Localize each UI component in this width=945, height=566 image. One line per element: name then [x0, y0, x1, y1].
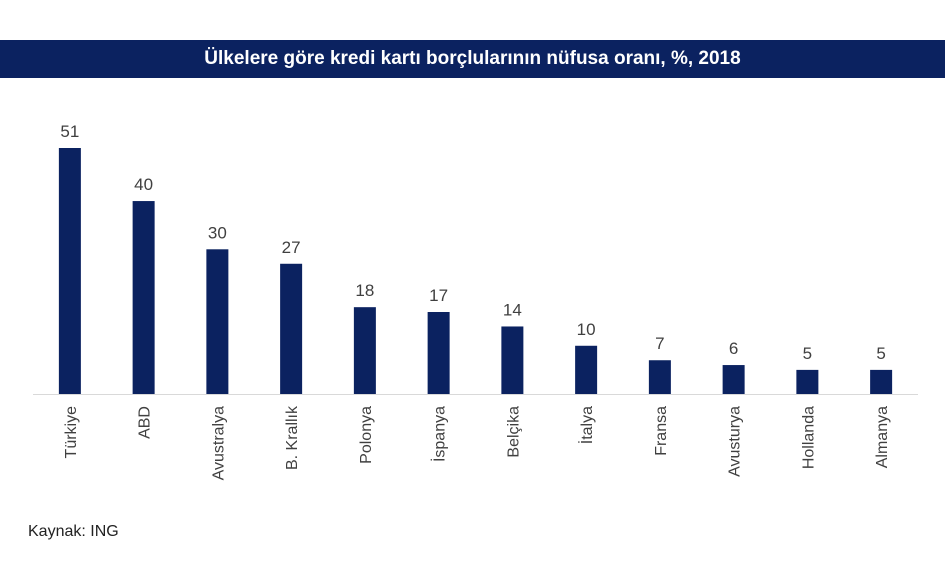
value-label-7: 10 — [577, 320, 596, 339]
bar-1 — [132, 201, 155, 394]
value-label-1: 40 — [134, 175, 153, 194]
category-label-10: Hollanda — [800, 406, 817, 469]
category-label-11: Almanya — [874, 406, 891, 468]
value-label-6: 14 — [503, 300, 522, 319]
value-label-10: 5 — [803, 344, 812, 363]
value-label-0: 51 — [60, 122, 79, 141]
chart-title: Ülkelere göre kredi kartı borçlularının … — [204, 48, 741, 69]
bar-3 — [280, 263, 303, 394]
category-label-3: B. Krallık — [284, 405, 301, 470]
bar-2 — [206, 249, 229, 394]
bar-4 — [353, 307, 376, 394]
bar-6 — [501, 326, 524, 394]
bar-9 — [722, 365, 745, 394]
value-label-3: 27 — [282, 238, 301, 257]
category-label-0: Türkiye — [63, 406, 80, 459]
bar-10 — [796, 369, 819, 394]
category-label-7: İtalya — [577, 406, 596, 444]
value-label-4: 18 — [355, 281, 374, 300]
chart-title-bar: Ülkelere göre kredi kartı borçlularının … — [0, 40, 945, 78]
value-label-2: 30 — [208, 223, 227, 242]
bar-11 — [870, 369, 893, 394]
value-label-9: 6 — [729, 339, 738, 358]
category-label-9: Avusturya — [727, 406, 744, 477]
source-note: Kaynak: ING — [28, 523, 119, 540]
bars-group — [58, 148, 893, 394]
category-label-2: Avustralya — [210, 406, 227, 481]
category-label-6: Belçika — [505, 406, 522, 458]
bar-0 — [58, 148, 81, 394]
bar-5 — [427, 312, 450, 394]
value-label-5: 17 — [429, 286, 448, 305]
value-label-8: 7 — [655, 334, 664, 353]
category-label-8: Fransa — [653, 406, 670, 456]
category-label-5: İspanya — [430, 406, 449, 462]
bar-7 — [575, 345, 598, 394]
value-labels-group: 51 40 30 27 18 17 14 10 7 6 5 5 — [60, 122, 885, 363]
category-label-4: Polonya — [358, 406, 375, 464]
value-label-11: 5 — [876, 344, 885, 363]
category-label-1: ABD — [137, 406, 154, 439]
bar-8 — [648, 360, 671, 394]
category-labels-group: Türkiye ABD Avustralya B. Krallık Polonya İsp… — [63, 405, 891, 480]
